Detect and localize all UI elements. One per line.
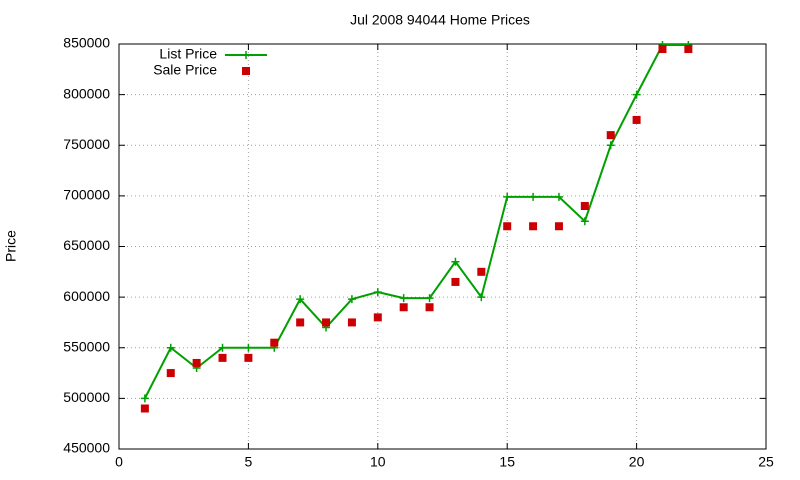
point-marker bbox=[373, 288, 382, 297]
x-tick-label: 10 bbox=[370, 454, 386, 470]
legend-swatch bbox=[242, 51, 250, 59]
point-marker bbox=[580, 202, 589, 210]
point-marker bbox=[606, 141, 615, 150]
y-tick-label: 500000 bbox=[63, 389, 110, 405]
point-marker bbox=[399, 294, 408, 303]
point-marker bbox=[166, 369, 175, 378]
point-marker bbox=[322, 318, 331, 327]
point-marker bbox=[244, 353, 253, 362]
point-marker bbox=[166, 343, 175, 352]
point-marker bbox=[347, 318, 356, 327]
y-tick-label: 650000 bbox=[63, 237, 110, 253]
point-marker bbox=[192, 358, 201, 367]
point-marker bbox=[477, 293, 486, 302]
y-tick-label: 550000 bbox=[63, 338, 110, 354]
point-marker bbox=[451, 277, 460, 286]
point-marker bbox=[347, 295, 356, 304]
x-tick-label: 25 bbox=[758, 454, 774, 470]
legend-label: List Price bbox=[159, 46, 217, 62]
point-marker bbox=[399, 303, 408, 312]
point-marker bbox=[580, 217, 589, 226]
point-marker bbox=[503, 222, 512, 231]
point-marker bbox=[218, 353, 227, 362]
point-marker bbox=[529, 222, 538, 231]
legend-label: Sale Price bbox=[153, 62, 217, 78]
point-marker bbox=[296, 295, 305, 304]
y-axis-label: Price bbox=[3, 230, 19, 262]
point-marker bbox=[632, 115, 641, 124]
x-tick-label: 20 bbox=[629, 454, 645, 470]
y-tick-label: 700000 bbox=[63, 187, 110, 203]
legend-swatch bbox=[242, 67, 250, 75]
y-tick-label: 850000 bbox=[63, 35, 110, 51]
x-tick-label: 0 bbox=[115, 454, 123, 470]
x-tick-label: 15 bbox=[499, 454, 515, 470]
point-marker bbox=[477, 267, 486, 276]
point-marker bbox=[632, 90, 641, 99]
series-line bbox=[143, 44, 689, 399]
point-marker bbox=[140, 404, 149, 413]
point-marker bbox=[529, 192, 538, 201]
point-marker bbox=[244, 343, 253, 352]
point-marker bbox=[554, 222, 563, 231]
point-marker bbox=[425, 294, 434, 303]
point-marker bbox=[270, 338, 279, 347]
point-marker bbox=[218, 343, 227, 352]
y-tick-label: 450000 bbox=[63, 440, 110, 456]
point-marker bbox=[503, 192, 512, 201]
point-marker bbox=[425, 303, 434, 312]
point-marker bbox=[451, 257, 460, 266]
point-marker bbox=[373, 313, 382, 322]
point-marker bbox=[296, 318, 305, 327]
x-tick-label: 5 bbox=[245, 454, 253, 470]
y-tick-label: 800000 bbox=[63, 85, 110, 101]
point-marker bbox=[684, 45, 693, 54]
y-tick-label: 600000 bbox=[63, 288, 110, 304]
plot-frame bbox=[118, 43, 767, 450]
point-marker bbox=[606, 131, 615, 140]
point-marker bbox=[140, 394, 149, 403]
point-marker bbox=[658, 45, 667, 54]
chart-title: Jul 2008 94044 Home Prices bbox=[350, 12, 530, 28]
y-tick-label: 750000 bbox=[63, 136, 110, 152]
point-marker bbox=[554, 192, 563, 201]
